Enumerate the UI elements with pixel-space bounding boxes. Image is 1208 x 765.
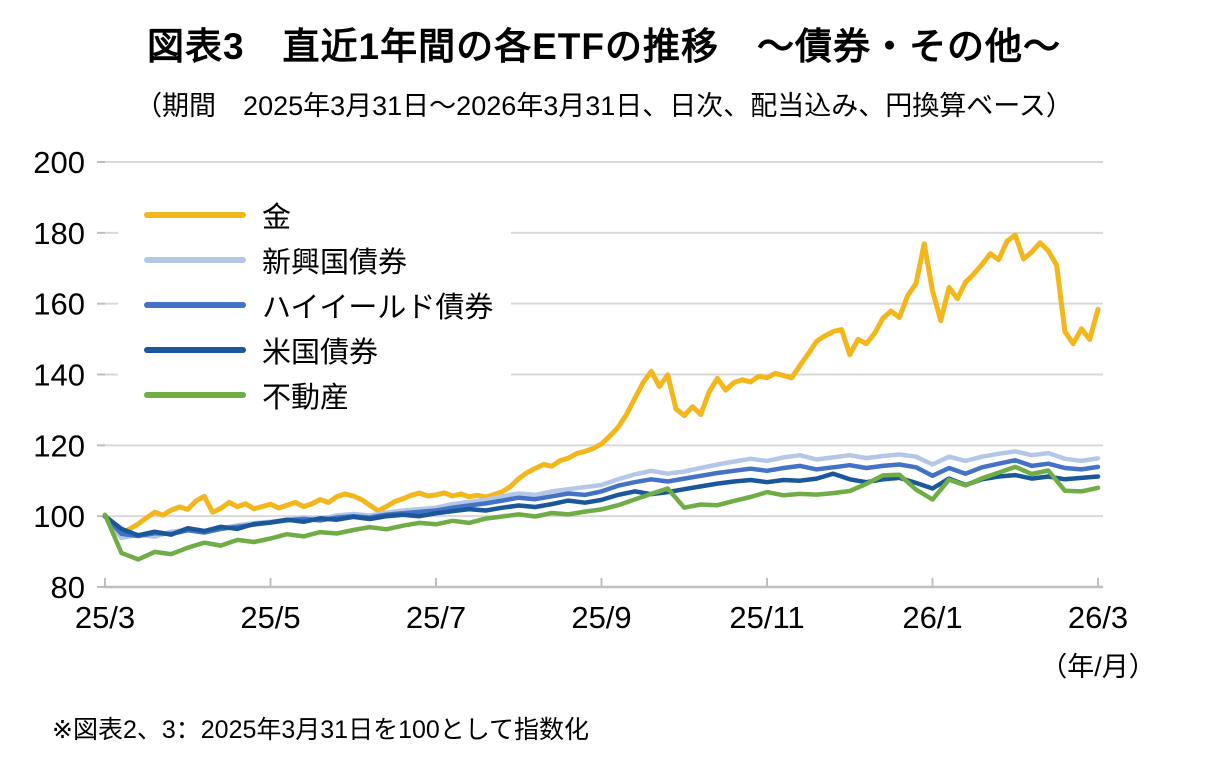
x-tick-label-25/3: 25/3 — [75, 600, 135, 635]
legend-item-ハイイールド債券: ハイイールド債券 — [144, 282, 493, 327]
x-tick-label-26/3: 26/3 — [1068, 600, 1128, 635]
y-tick-label-80: 80 — [51, 570, 85, 605]
legend-item-米国債券: 米国債券 — [144, 327, 493, 372]
legend-swatch-icon — [144, 346, 246, 353]
series-line-金 — [102, 232, 1101, 536]
legend-swatch-icon — [144, 391, 246, 398]
y-tick-label-120: 120 — [33, 428, 85, 463]
legend-item-不動産: 不動産 — [144, 372, 493, 417]
legend-label: 金 — [262, 201, 292, 234]
legend-label: 不動産 — [262, 381, 350, 414]
y-tick-label-100: 100 — [33, 499, 85, 534]
series-line-不動産 — [102, 464, 1101, 562]
x-tick-label-25/5: 25/5 — [240, 600, 300, 635]
legend-label: ハイイールド債券 — [262, 291, 494, 324]
legend-swatch-icon — [144, 211, 246, 218]
chart-footnote: ※図表2、3：2025年3月31日を100として指数化 — [52, 716, 590, 744]
x-tick-label-25/11: 25/11 — [729, 600, 804, 635]
x-tick-label-26/1: 26/1 — [902, 600, 962, 635]
chart-title: 図表3 直近1年間の各ETFの推移 ～債券・その他～ — [146, 26, 1062, 67]
y-tick-label-140: 140 — [33, 357, 85, 392]
chart-subtitle: （期間 2025年3月31日～2026年3月31日、日次、配当込み、円換算ベース… — [135, 91, 1073, 121]
y-tick-label-160: 160 — [33, 287, 85, 322]
legend-swatch-icon — [144, 256, 246, 263]
legend-item-金: 金 — [144, 192, 493, 237]
legend-swatch-icon — [144, 301, 246, 308]
chart-legend: 金新興国債券ハイイールド債券 米国債券不動産 — [118, 186, 512, 425]
x-tick-label-25/9: 25/9 — [571, 600, 631, 635]
y-tick-label-180: 180 — [33, 216, 85, 251]
series-line-米国債券 — [102, 471, 1101, 538]
legend-label: 新興国債券 — [262, 246, 408, 279]
x-tick-label-25/7: 25/7 — [406, 600, 466, 635]
x-axis-unit-label: （年/月） — [1040, 652, 1156, 682]
legend-label: 米国債券 — [262, 336, 379, 369]
legend-item-新興国債券: 新興国債券 — [144, 237, 493, 282]
y-tick-label-200: 200 — [33, 145, 85, 180]
